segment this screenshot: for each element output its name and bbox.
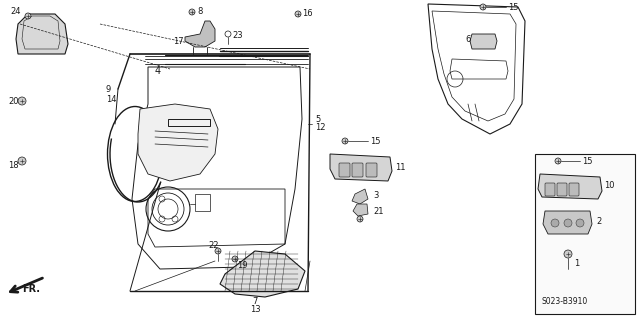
Text: 1: 1 (574, 258, 579, 268)
Text: 3: 3 (373, 191, 378, 201)
Circle shape (295, 11, 301, 17)
Text: 19: 19 (237, 262, 248, 271)
Circle shape (564, 219, 572, 227)
FancyBboxPatch shape (352, 163, 363, 177)
FancyBboxPatch shape (535, 154, 635, 314)
Circle shape (564, 250, 572, 258)
Circle shape (25, 13, 31, 19)
Polygon shape (330, 154, 392, 181)
Polygon shape (138, 104, 218, 181)
Text: S023-B3910: S023-B3910 (542, 296, 588, 306)
Polygon shape (352, 189, 368, 204)
Text: 17: 17 (173, 36, 184, 46)
FancyBboxPatch shape (569, 183, 579, 196)
Polygon shape (353, 204, 368, 216)
Circle shape (357, 216, 363, 222)
FancyBboxPatch shape (366, 163, 377, 177)
Text: 5: 5 (315, 115, 320, 123)
Text: 4: 4 (155, 66, 161, 76)
Text: 21: 21 (373, 207, 383, 217)
FancyBboxPatch shape (339, 163, 350, 177)
Text: 11: 11 (395, 162, 406, 172)
Text: 12: 12 (315, 122, 326, 131)
Text: 15: 15 (508, 3, 518, 11)
Text: 14: 14 (106, 94, 116, 103)
Text: 9: 9 (106, 85, 111, 93)
Circle shape (555, 158, 561, 164)
Circle shape (480, 4, 486, 10)
Text: 10: 10 (604, 182, 614, 190)
Circle shape (215, 248, 221, 254)
Circle shape (18, 97, 26, 105)
Text: 16: 16 (302, 10, 312, 19)
Text: 13: 13 (250, 305, 260, 314)
Text: 8: 8 (197, 8, 202, 17)
Text: 2: 2 (596, 218, 601, 226)
Circle shape (342, 138, 348, 144)
Text: 23: 23 (232, 32, 243, 41)
FancyBboxPatch shape (545, 183, 555, 196)
FancyBboxPatch shape (557, 183, 567, 196)
Text: 6: 6 (465, 34, 470, 43)
Text: 18: 18 (8, 161, 19, 170)
Circle shape (189, 9, 195, 15)
Polygon shape (16, 14, 68, 54)
Circle shape (551, 219, 559, 227)
Circle shape (576, 219, 584, 227)
Circle shape (18, 157, 26, 165)
Text: 22: 22 (208, 241, 218, 250)
Text: 24: 24 (10, 6, 20, 16)
Polygon shape (220, 251, 305, 297)
Text: 15: 15 (370, 137, 381, 145)
Text: 20: 20 (8, 97, 19, 106)
Text: 7: 7 (252, 296, 258, 306)
Text: FR.: FR. (22, 284, 40, 294)
Polygon shape (538, 174, 602, 199)
Polygon shape (185, 21, 215, 47)
Polygon shape (543, 211, 592, 234)
Polygon shape (470, 34, 497, 49)
Circle shape (232, 256, 238, 262)
Text: 15: 15 (582, 157, 593, 166)
